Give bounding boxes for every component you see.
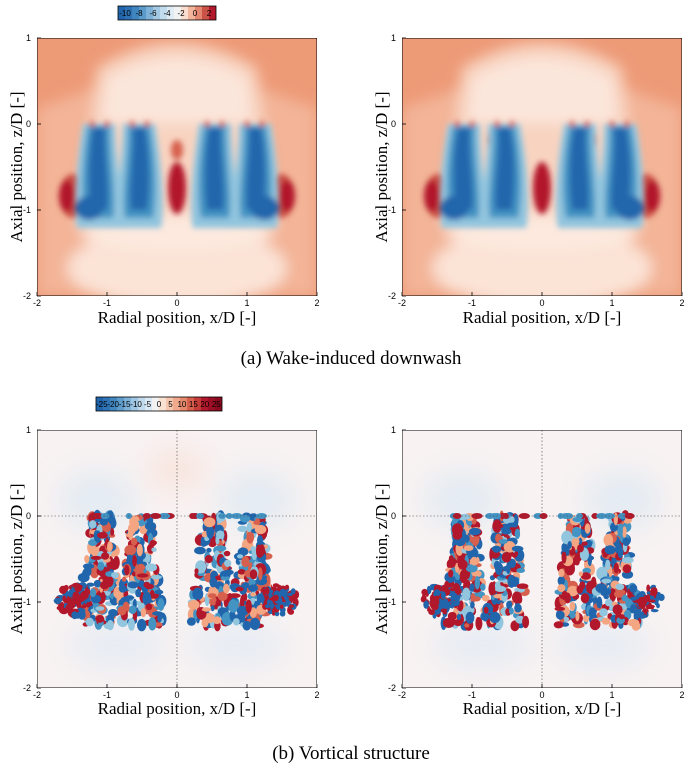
ylabel-a-left: Axial position, z/D [-] — [7, 91, 26, 242]
caption-b: (b) Vortical structure — [272, 743, 430, 764]
y-tick-label: 1 — [26, 33, 31, 43]
colorbar-tick-label: 10 — [177, 400, 186, 409]
caption-a: (a) Wake-induced downwash — [241, 348, 462, 369]
panel-b-left: -2 -1 0 1 2 1 0 -1 -2 — [23, 425, 320, 700]
xlabel-b-left: Radial position, x/D [-] — [98, 699, 257, 718]
colorbar-b: -25 -20 -15 -10 -5 0 5 10 15 20 25 — [95, 396, 223, 412]
x-tick-label: -1 — [103, 298, 111, 308]
ylabel-a-right: Axial position, z/D [-] — [372, 91, 391, 242]
panel-b-right: -2 -1 0 1 2 1 0 -1 -2 — [388, 425, 685, 700]
x-tick-label: 0 — [174, 298, 179, 308]
colorbar-tick-label: -25 — [96, 400, 108, 409]
colorbar-tick-label: -10 — [130, 400, 142, 409]
y-tick-label: -1 — [23, 597, 31, 607]
y-tick-label: -2 — [388, 291, 396, 301]
y-tick-label: -1 — [23, 205, 31, 215]
y-tick-label: 1 — [391, 425, 396, 435]
x-tick-label: 2 — [679, 298, 684, 308]
colorbar-tick-label: 25 — [212, 400, 221, 409]
colorbar-tick-label: -4 — [163, 9, 171, 18]
x-tick-label: 1 — [244, 690, 249, 700]
y-tick-label: 0 — [391, 511, 396, 521]
x-tick-label: -2 — [398, 298, 406, 308]
x-tick-label: 1 — [244, 298, 249, 308]
x-tick-label: -2 — [33, 298, 41, 308]
colorbar-tick-label: 5 — [168, 400, 173, 409]
xlabel-a-right: Radial position, x/D [-] — [463, 308, 622, 327]
colorbar-tick-label: -20 — [107, 400, 119, 409]
colorbar-tick-label: -6 — [149, 9, 157, 18]
ylabel-b-left: Axial position, z/D [-] — [7, 483, 26, 634]
x-tick-label: 1 — [609, 690, 614, 700]
colorbar-tick-label: -5 — [144, 400, 152, 409]
x-tick-label: -2 — [398, 690, 406, 700]
x-tick-label: 2 — [314, 298, 319, 308]
colorbar-tick-label: -10 — [119, 9, 131, 18]
x-tick-label: 0 — [539, 298, 544, 308]
x-tick-label: 2 — [314, 690, 319, 700]
colorbar-tick-label: 0 — [193, 9, 198, 18]
colorbar-tick-label: 0 — [157, 400, 162, 409]
x-tick-label: 0 — [174, 690, 179, 700]
panel-a-left: -2 -1 0 1 2 1 0 -1 -2 — [23, 33, 320, 308]
colorbar-tick-label: 15 — [189, 400, 198, 409]
x-tick-label: -1 — [103, 690, 111, 700]
x-tick-label: 1 — [609, 298, 614, 308]
colorbar-tick-label: -15 — [119, 400, 131, 409]
x-tick-label: 0 — [539, 690, 544, 700]
x-tick-label: -1 — [468, 298, 476, 308]
y-tick-label: -1 — [388, 597, 396, 607]
xlabel-a-left: Radial position, x/D [-] — [98, 308, 257, 327]
y-tick-label: -2 — [388, 683, 396, 693]
y-tick-label: 0 — [26, 119, 31, 129]
y-tick-label: -1 — [388, 205, 396, 215]
x-tick-label: -2 — [33, 690, 41, 700]
xlabel-b-right: Radial position, x/D [-] — [463, 699, 622, 718]
x-tick-label: 2 — [679, 690, 684, 700]
colorbar-tick-label: -8 — [135, 9, 143, 18]
colorbar-tick-label: 2 — [207, 9, 212, 18]
x-tick-label: -1 — [468, 690, 476, 700]
colorbar-tick-label: -2 — [177, 9, 185, 18]
y-tick-label: 1 — [26, 425, 31, 435]
y-tick-label: 0 — [391, 119, 396, 129]
colorbar-a: -10 -8 -6 -4 -2 0 2 — [117, 5, 217, 21]
y-tick-label: 1 — [391, 33, 396, 43]
ylabel-b-right: Axial position, z/D [-] — [372, 483, 391, 634]
colorbar-tick-label: 20 — [200, 400, 209, 409]
y-tick-label: -2 — [23, 291, 31, 301]
panel-a-right: -2 -1 0 1 2 1 0 -1 -2 — [388, 33, 685, 308]
y-tick-label: -2 — [23, 683, 31, 693]
y-tick-label: 0 — [26, 511, 31, 521]
